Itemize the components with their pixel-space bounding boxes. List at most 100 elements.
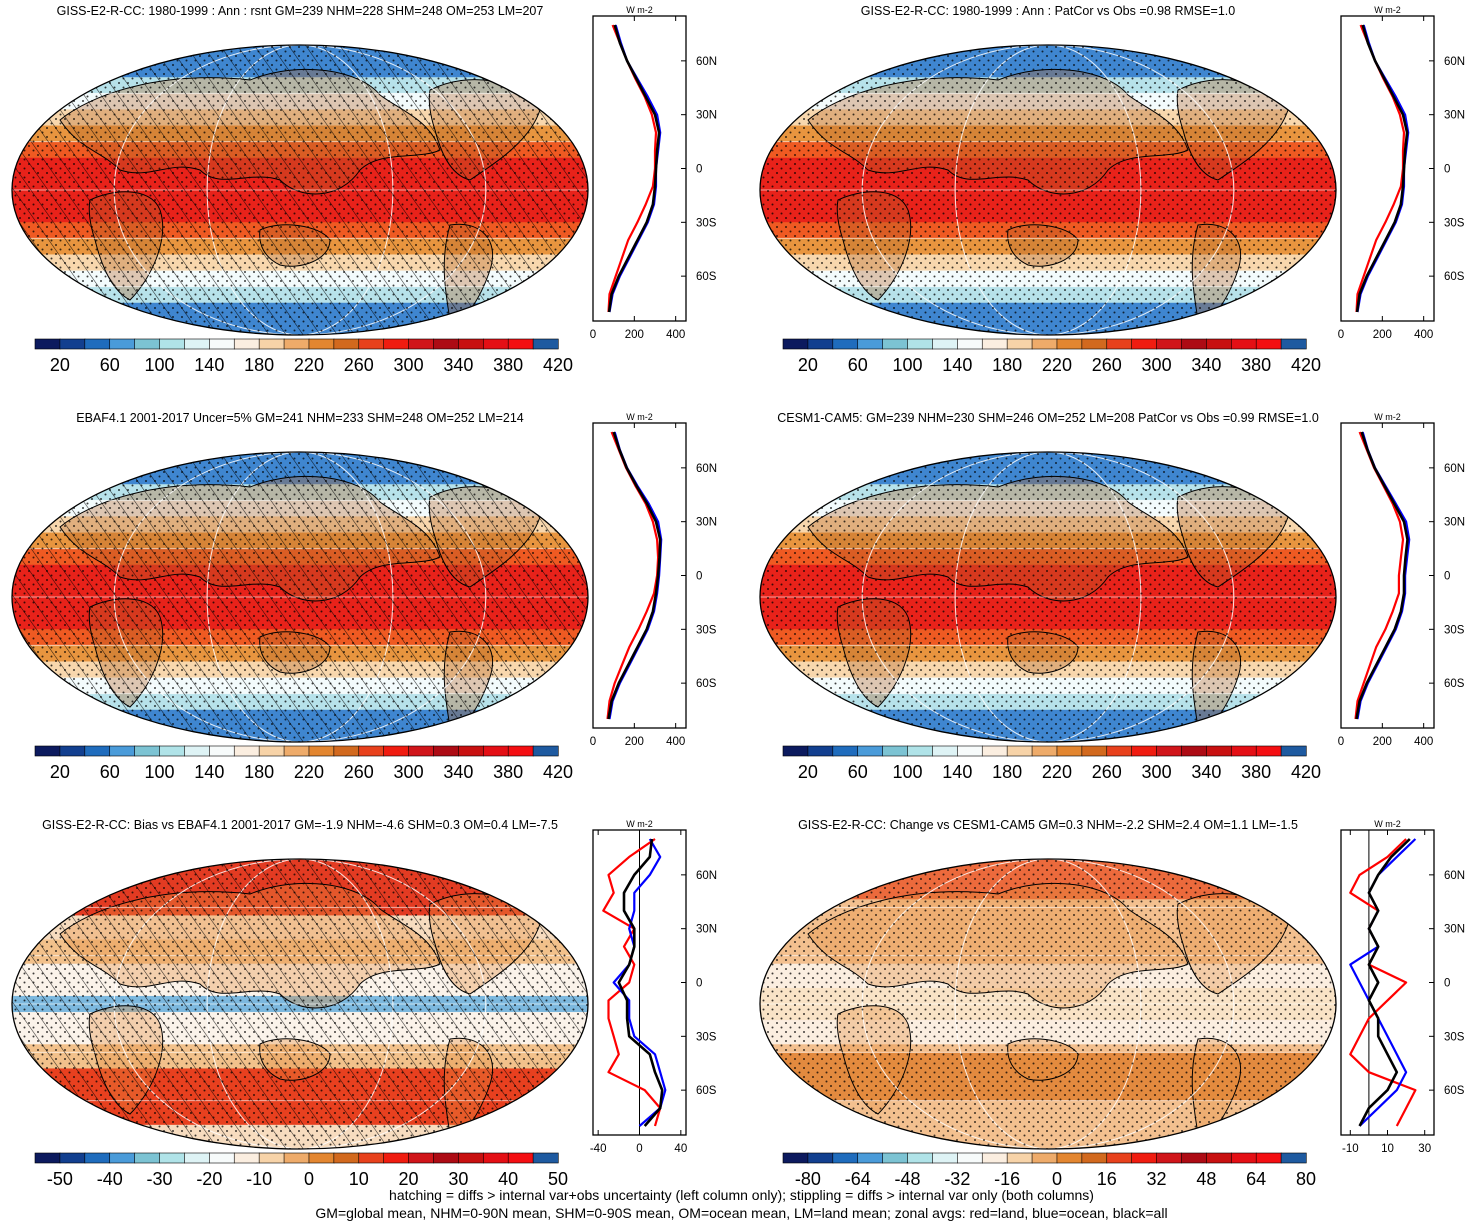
zonal-series-all	[1358, 838, 1411, 1127]
x-tick-label: 200	[1373, 736, 1392, 748]
y-tick-label: 30N	[1444, 924, 1465, 936]
y-tick-label: 0	[1444, 164, 1450, 176]
colorbar-label: -40	[97, 1169, 123, 1189]
zonal-frame	[592, 15, 687, 322]
y-tick-label: 60S	[1444, 678, 1465, 690]
zonal-unit: W m-2	[626, 412, 653, 422]
colorbar-swatch	[408, 338, 435, 350]
colorbar-swatch	[383, 745, 410, 757]
colorbar-swatch	[857, 338, 884, 350]
colorbar-swatch	[1156, 745, 1183, 757]
x-tick-label: 0	[1338, 736, 1344, 748]
zonal-series-land	[1349, 838, 1417, 1127]
colorbar-label: 220	[1042, 355, 1072, 375]
panel-title: CESM1-CAM5: GM=239 NHM=230 SHM=246 OM=25…	[777, 411, 1319, 425]
zonal-unit: W m-2	[626, 5, 653, 15]
colorbar-label: 16	[1097, 1169, 1117, 1189]
colorbar-label: 0	[1052, 1169, 1062, 1189]
colorbar-swatch	[957, 1152, 983, 1164]
colorbar-swatch	[1031, 745, 1058, 757]
x-tick-label: 30	[1418, 1143, 1431, 1155]
colorbar-label: 48	[1196, 1169, 1216, 1189]
panel-graphics: -50 -40 -30 -20 -10 0 10 20 30 40 50 W m-2 -40 0 40 60N…	[11, 819, 717, 1189]
map-panel-1: GISS-E2-R-CC: 1980-1999 : Ann : rsnt GM=…	[0, 0, 740, 410]
map-border	[11, 44, 589, 336]
colorbar-label: 300	[394, 355, 424, 375]
footnote-2: GM=global mean, NHM=0-90N mean, SHM=0-90…	[315, 1205, 1168, 1221]
colorbar-swatch	[1106, 745, 1133, 757]
y-tick-label: 30N	[696, 110, 717, 122]
colorbar-label: 340	[443, 762, 473, 782]
colorbar: 20 60 100 140 180 220 260 300 340 380 420	[34, 745, 573, 782]
colorbar-swatch	[333, 1152, 360, 1164]
y-tick-label: 30S	[1444, 624, 1465, 636]
colorbar-label: 420	[1291, 762, 1321, 782]
colorbar-label: 100	[893, 355, 923, 375]
colorbar-swatch	[882, 338, 909, 350]
colorbar-label: 300	[394, 762, 424, 782]
x-tick-label: 200	[625, 329, 644, 341]
colorbar-swatch	[1031, 338, 1058, 350]
y-tick-label: 30N	[1444, 110, 1465, 122]
colorbar-label: 260	[1092, 355, 1122, 375]
colorbar-label: 180	[244, 762, 274, 782]
panel-title: GISS-E2-R-CC: 1980-1999 : Ann : PatCor v…	[860, 4, 1236, 18]
colorbar-swatch	[932, 338, 958, 350]
colorbar-swatch	[1280, 1152, 1307, 1164]
colorbar-label: 140	[942, 355, 972, 375]
colorbar-swatch	[782, 338, 809, 350]
zonal-series-all	[1355, 431, 1409, 720]
map-panel-2: GISS-E2-R-CC: 1980-1999 : Ann : PatCor v…	[748, 0, 1483, 410]
map-field	[12, 45, 588, 335]
colorbar-swatch	[84, 745, 111, 757]
colorbar-swatch	[233, 745, 260, 757]
colorbar-swatch	[209, 745, 235, 757]
colorbar-swatch	[1006, 1152, 1033, 1164]
colorbar-swatch	[532, 745, 559, 757]
colorbar-swatch	[109, 338, 136, 350]
colorbar-label: 60	[848, 355, 868, 375]
x-tick-label: 400	[666, 736, 685, 748]
colorbar-label: 420	[1291, 355, 1321, 375]
panel-title: EBAF4.1 2001-2017 Uncer=5% GM=241 NHM=23…	[76, 411, 524, 425]
panel-title: GISS-E2-R-CC: Change vs CESM1-CAM5 GM=0.…	[798, 818, 1298, 832]
y-tick-label: 0	[696, 978, 702, 990]
colorbar-swatch	[233, 338, 260, 350]
y-tick-label: 30S	[696, 624, 717, 636]
y-tick-label: 60N	[696, 463, 717, 475]
colorbar-swatch	[807, 1152, 834, 1164]
colorbar-swatch	[482, 338, 509, 350]
colorbar-swatch	[34, 745, 61, 757]
colorbar-swatch	[857, 1152, 884, 1164]
y-tick-label: 0	[696, 571, 702, 583]
zonal-series-all	[617, 838, 664, 1127]
colorbar-swatch	[1230, 1152, 1257, 1164]
colorbar-label: -64	[845, 1169, 871, 1189]
y-tick-label: 60N	[696, 870, 717, 882]
panel-title: GISS-E2-R-CC: Bias vs EBAF4.1 2001-2017 …	[42, 818, 558, 832]
colorbar-swatch	[383, 338, 410, 350]
hatching-overlay	[12, 859, 588, 1149]
colorbar-swatch	[1206, 1152, 1232, 1164]
colorbar-swatch	[482, 745, 509, 757]
panel-graphics: 20 60 100 140 180 220 260 300 340 380 420 W m-2 0 200…	[11, 5, 717, 375]
colorbar-label: 220	[294, 762, 324, 782]
colorbar-swatch	[59, 338, 86, 350]
colorbar-swatch	[1006, 745, 1033, 757]
y-tick-label: 30S	[1444, 1031, 1465, 1043]
zonal-unit: W m-2	[626, 819, 653, 829]
colorbar-label: 64	[1246, 1169, 1266, 1189]
colorbar-label: 60	[100, 355, 120, 375]
colorbar-label: 20	[798, 762, 818, 782]
map-panel-5: GISS-E2-R-CC: Bias vs EBAF4.1 2001-2017 …	[0, 814, 740, 1224]
colorbar-swatch	[1081, 1152, 1108, 1164]
colorbar-swatch	[1255, 338, 1282, 350]
colorbar: -50 -40 -30 -20 -10 0 10 20 30 40 50	[34, 1152, 568, 1189]
y-tick-label: 30S	[1444, 217, 1465, 229]
zonal-mean-plot: W m-2 0 200 400 60N 30N 0 30S 60S	[590, 5, 717, 341]
map-panel-6: GISS-E2-R-CC: Change vs CESM1-CAM5 GM=0.…	[748, 814, 1483, 1224]
colorbar-label: 140	[942, 762, 972, 782]
colorbar-label: -48	[895, 1169, 921, 1189]
colorbar-swatch	[458, 338, 484, 350]
colorbar-label: 10	[349, 1169, 369, 1189]
